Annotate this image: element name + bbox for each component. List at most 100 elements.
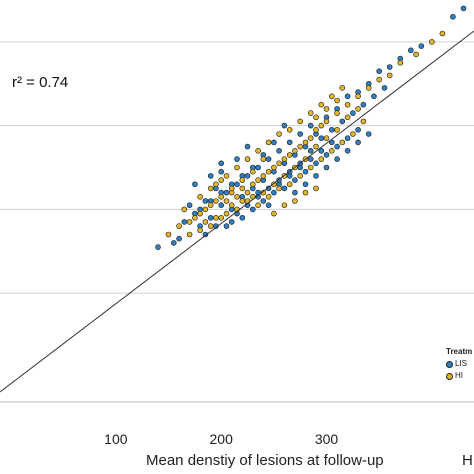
point-lis-74 — [265, 185, 272, 192]
point-hi-50 — [307, 110, 314, 116]
point-hi-24 — [302, 139, 309, 146]
point-lis-80 — [339, 118, 346, 125]
point-hi-2 — [186, 219, 193, 225]
point-hi-5 — [202, 206, 209, 213]
point-lis-81 — [350, 110, 356, 116]
legend-entry-hi: HI — [446, 370, 472, 382]
point-lis-36 — [418, 43, 425, 49]
point-hi-49 — [297, 118, 304, 125]
point-lis-68 — [186, 202, 193, 208]
point-hi-56 — [223, 210, 230, 217]
legend-label-hi: HI — [455, 371, 463, 380]
r-squared-annotation: r² = 0.74 — [12, 74, 69, 91]
point-lis-101 — [355, 139, 361, 146]
point-lis-78 — [307, 148, 314, 154]
point-hi-19 — [276, 160, 282, 167]
point-lis-56 — [250, 206, 256, 213]
point-lis-38 — [460, 5, 467, 12]
point-lis-33 — [386, 64, 393, 70]
point-lis-86 — [271, 139, 277, 146]
point-hi-73 — [218, 215, 224, 221]
point-lis-64 — [334, 143, 340, 150]
point-hi-18 — [271, 164, 277, 171]
point-hi-74 — [228, 202, 235, 208]
point-hi-45 — [255, 148, 261, 154]
point-hi-8 — [218, 194, 224, 200]
point-lis-0 — [155, 244, 161, 250]
point-hi-4 — [197, 210, 203, 217]
point-hi-17 — [265, 168, 272, 175]
point-lis-14 — [255, 164, 261, 171]
x-tick-200: 200 — [210, 431, 234, 447]
point-lis-20 — [286, 139, 293, 146]
point-hi-20 — [281, 156, 288, 162]
point-hi-39 — [181, 206, 188, 213]
point-lis-79 — [318, 135, 325, 141]
point-lis-41 — [218, 168, 224, 175]
point-lis-39 — [192, 181, 198, 188]
point-hi-64 — [307, 164, 314, 171]
point-hi-29 — [334, 110, 340, 116]
point-lis-95 — [292, 189, 298, 196]
legend: Treatm LIS HI — [446, 346, 472, 382]
point-hi-23 — [297, 143, 304, 150]
point-hi-55 — [213, 215, 219, 221]
point-hi-60 — [265, 194, 272, 200]
data-points — [155, 5, 467, 250]
point-hi-1 — [176, 223, 182, 229]
point-hi-47 — [276, 131, 282, 137]
legend-swatch-lis — [446, 360, 453, 368]
point-hi-43 — [234, 164, 240, 171]
point-lis-96 — [302, 181, 309, 188]
point-lis-40 — [207, 173, 214, 179]
point-hi-12 — [239, 185, 246, 192]
point-lis-5 — [207, 215, 214, 221]
point-hi-98 — [313, 114, 319, 121]
point-hi-97 — [207, 185, 214, 192]
point-hi-69 — [360, 118, 367, 125]
point-hi-22 — [292, 148, 298, 154]
point-lis-10 — [234, 181, 240, 188]
point-hi-59 — [255, 202, 261, 208]
legend-title: Treatm — [446, 347, 473, 356]
point-hi-78 — [271, 181, 277, 188]
point-hi-48 — [286, 127, 293, 133]
point-hi-85 — [344, 114, 351, 121]
point-hi-33 — [376, 76, 383, 83]
point-hi-41 — [213, 181, 219, 188]
point-hi-21 — [286, 152, 293, 158]
point-lis-94 — [176, 235, 182, 242]
point-lis-57 — [260, 198, 267, 204]
point-hi-6 — [207, 202, 214, 208]
point-hi-77 — [260, 189, 267, 196]
point-hi-75 — [239, 198, 246, 204]
point-lis-24 — [307, 122, 314, 129]
point-hi-71 — [197, 227, 203, 234]
point-lis-84 — [381, 85, 388, 91]
edge-cut-label: H — [462, 452, 473, 469]
point-hi-26 — [313, 127, 319, 133]
point-hi-66 — [328, 148, 335, 154]
point-lis-52 — [202, 231, 209, 238]
point-lis-83 — [371, 93, 377, 100]
point-hi-65 — [318, 156, 325, 162]
point-lis-102 — [365, 131, 372, 137]
point-hi-87 — [271, 210, 277, 217]
point-lis-12 — [244, 173, 251, 179]
point-lis-97 — [313, 173, 319, 179]
point-hi-38 — [439, 30, 446, 37]
point-hi-36 — [413, 51, 419, 58]
point-lis-54 — [228, 219, 235, 225]
point-lis-98 — [323, 164, 330, 171]
point-lis-60 — [292, 177, 298, 183]
point-hi-91 — [313, 185, 319, 192]
point-hi-42 — [223, 173, 230, 179]
point-hi-70 — [186, 231, 193, 238]
point-hi-86 — [355, 106, 361, 112]
point-lis-29 — [344, 93, 351, 100]
point-hi-11 — [234, 194, 240, 200]
point-lis-4 — [202, 198, 209, 204]
point-hi-92 — [260, 156, 267, 162]
point-lis-99 — [334, 156, 340, 162]
point-hi-27 — [318, 122, 325, 129]
